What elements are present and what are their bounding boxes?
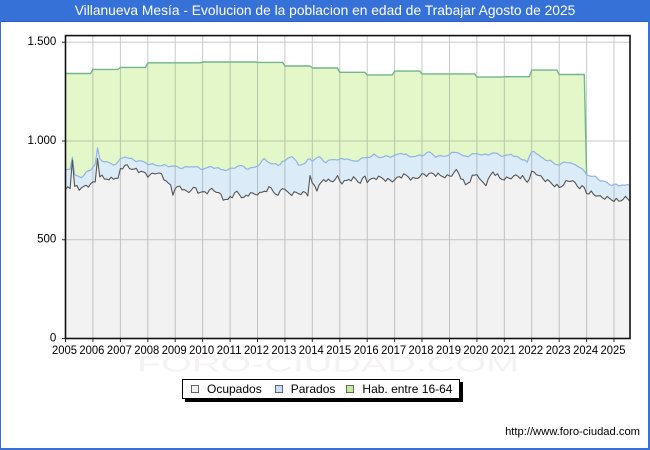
svg-text:500: 500: [37, 234, 56, 246]
svg-text:2015: 2015: [326, 345, 351, 357]
svg-text:1.000: 1.000: [28, 135, 57, 147]
svg-text:0: 0: [50, 332, 56, 344]
svg-text:1.500: 1.500: [28, 36, 57, 48]
svg-text:2013: 2013: [271, 345, 296, 357]
svg-text:2022: 2022: [518, 345, 543, 357]
svg-text:2024: 2024: [573, 345, 599, 357]
svg-text:2017: 2017: [381, 345, 406, 357]
svg-text:2019: 2019: [436, 345, 461, 357]
svg-text:2021: 2021: [491, 345, 516, 357]
svg-text:2011: 2011: [217, 345, 242, 357]
svg-text:2010: 2010: [189, 345, 214, 357]
svg-text:2025: 2025: [601, 345, 626, 357]
svg-text:2008: 2008: [134, 345, 159, 357]
svg-text:2007: 2007: [107, 345, 132, 357]
svg-text:2012: 2012: [244, 345, 269, 357]
svg-text:2005: 2005: [52, 345, 77, 357]
svg-text:2009: 2009: [162, 345, 187, 357]
svg-text:2014: 2014: [299, 345, 325, 357]
svg-text:2016: 2016: [354, 345, 379, 357]
svg-text:2006: 2006: [79, 345, 104, 357]
svg-text:2023: 2023: [546, 345, 571, 357]
svg-text:2020: 2020: [463, 345, 488, 357]
svg-text:2018: 2018: [409, 345, 434, 357]
svg-text:FORO-CIUDAD.COM: FORO-CIUDAD.COM: [137, 352, 519, 377]
